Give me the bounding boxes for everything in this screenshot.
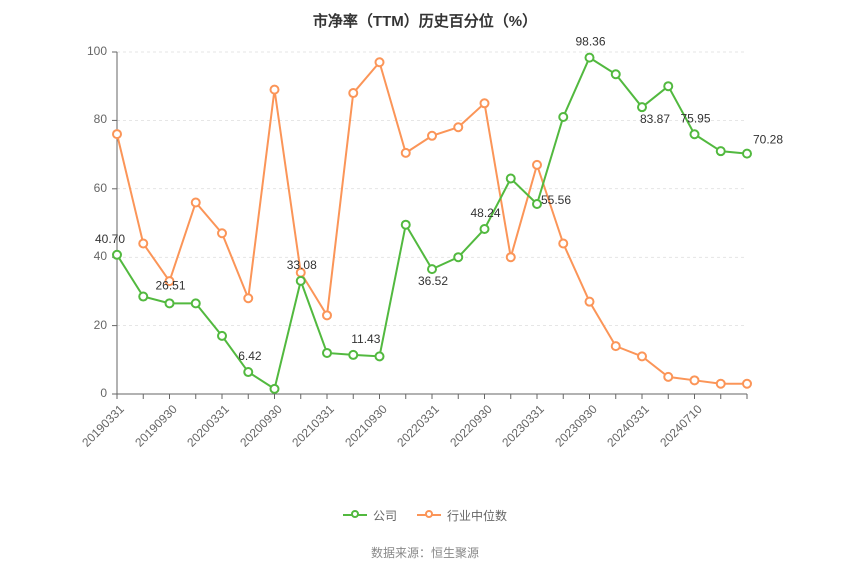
x-tick-label: 20190930 [132,402,180,450]
svg-text:83.87: 83.87 [640,112,670,126]
legend-swatch [343,514,367,516]
svg-text:75.95: 75.95 [681,111,711,125]
svg-text:48.24: 48.24 [471,206,501,220]
y-tick-label: 60 [94,181,107,195]
legend: 公司 行业中位数 [0,505,850,524]
svg-text:33.08: 33.08 [287,258,317,272]
x-tick-label: 20240710 [657,402,705,450]
x-tick-label: 20200930 [237,402,285,450]
svg-text:40.70: 40.70 [95,232,125,246]
svg-text:98.36: 98.36 [576,35,606,49]
y-tick-label: 20 [94,318,107,332]
x-tick-label: 20230331 [499,402,547,450]
x-tick-label: 20190331 [79,402,127,450]
x-tick-label: 20220331 [394,402,442,450]
svg-text:26.51: 26.51 [156,278,186,292]
svg-text:55.56: 55.56 [541,193,571,207]
x-tick-label: 20230930 [552,402,600,450]
chart-title: 市净率（TTM）历史百分位（%） [0,10,850,31]
legend-item[interactable]: 行业中位数 [417,507,507,524]
y-tick-label: 0 [100,386,107,400]
svg-text:70.28: 70.28 [753,133,783,147]
data-source: 数据来源：恒生聚源 [0,544,850,561]
svg-text:36.52: 36.52 [418,274,448,288]
legend-label: 公司 [373,507,397,524]
legend-label: 行业中位数 [447,507,507,524]
legend-item[interactable]: 公司 [343,507,397,524]
x-tick-label: 20240331 [604,402,652,450]
y-tick-label: 100 [87,44,107,58]
plot-area: 40.7026.516.4233.0811.4336.5248.2455.569… [117,52,747,394]
y-tick-label: 80 [94,112,107,126]
x-tick-label: 20200331 [184,402,232,450]
x-tick-label: 20210930 [342,402,390,450]
svg-text:6.42: 6.42 [238,349,262,363]
x-tick-label: 20220930 [447,402,495,450]
chart-container: 市净率（TTM）历史百分位（%） 40.70 26.51 6.42 33.08 11.4… [0,0,850,575]
legend-swatch [417,514,441,516]
y-tick-label: 40 [94,249,107,263]
chart-svg: 40.7026.516.4233.0811.4336.5248.2455.569… [117,52,747,394]
x-tick-label: 20210331 [289,402,337,450]
svg-text:11.43: 11.43 [351,332,380,346]
